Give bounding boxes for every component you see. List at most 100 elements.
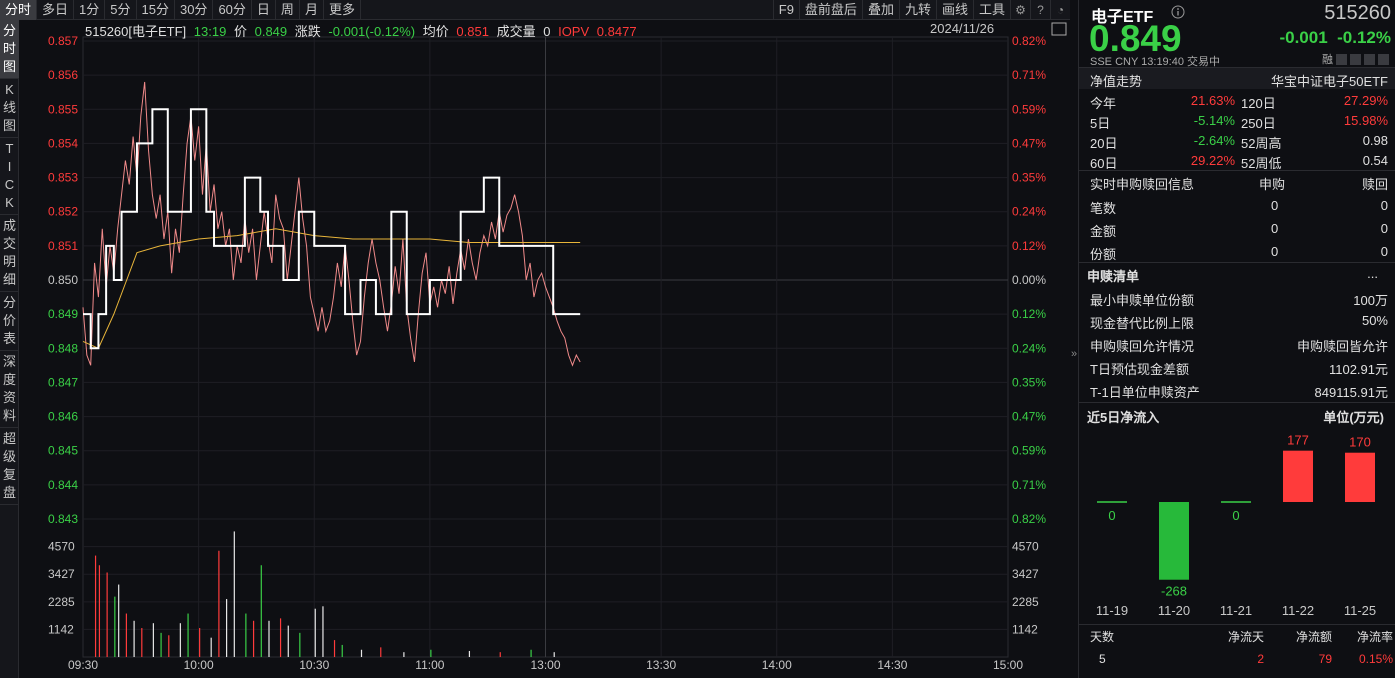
tab-10[interactable]: 更多 xyxy=(324,0,361,20)
tool-0[interactable]: F9 xyxy=(772,0,799,20)
perf-label: 52周高 xyxy=(1241,136,1282,151)
sidebar-item-5[interactable]: 深度资料 xyxy=(0,351,19,428)
divider xyxy=(1079,624,1395,625)
perf-label: 20日 xyxy=(1090,136,1118,151)
sidebar-item-4[interactable]: 分价表 xyxy=(0,292,19,351)
pct-tick-label: 0.24% xyxy=(1012,205,1046,219)
list-row: T-1日单位申赎资产 849115.91元 xyxy=(1079,379,1395,400)
tab-5[interactable]: 30分 xyxy=(175,0,214,20)
panel-change: -0.001 -0.12% xyxy=(1279,28,1391,48)
list-value: 50% xyxy=(1361,313,1388,328)
intraday-chart[interactable]: 0.857 0.82% 0.856 0.71% 0.855 0.59% 0.854 0.47%… xyxy=(0,0,1070,678)
sidebar-char: 线 xyxy=(2,100,16,115)
sidebar-char: I xyxy=(7,159,12,174)
vol-tick-label-right: 3427 xyxy=(1012,567,1039,581)
pct-tick-label: 0.59% xyxy=(1012,102,1046,116)
list-more[interactable]: ... xyxy=(1367,266,1378,281)
pct-tick-label: 0.47% xyxy=(1012,410,1046,424)
price-tick-label: 0.843 xyxy=(48,512,78,526)
avg-label: 均价 xyxy=(422,24,449,39)
sub-title: 实时申购赎回信息 xyxy=(1090,177,1195,192)
list-label: 申购赎回允许情况 xyxy=(1090,339,1195,354)
edit-icon[interactable] xyxy=(1336,53,1347,65)
sub-label: 金额 xyxy=(1090,224,1117,239)
tool-5[interactable]: 工具 xyxy=(972,0,1010,20)
perf-value: 0.54 xyxy=(1362,153,1388,168)
code-name: 515260[电子ETF] xyxy=(85,24,187,39)
sidebar-char: 图 xyxy=(2,59,16,74)
list-row: 申购赎回允许情况 申购赎回皆允许 xyxy=(1079,333,1395,354)
price-tick-label: 0.855 xyxy=(48,102,78,116)
list-row: T日预估现金差额 1102.91元 xyxy=(1079,356,1395,377)
flow-date-label: 11-25 xyxy=(1344,603,1376,618)
sidebar-item-6[interactable]: 超级复盘 xyxy=(0,428,19,505)
sidebar-item-3[interactable]: 成交明细 xyxy=(0,215,19,292)
tab-0[interactable]: 分时 xyxy=(0,0,38,20)
perf-value: -2.64% xyxy=(1193,133,1235,148)
pen-icon[interactable] xyxy=(1350,53,1361,65)
sidebar-char: 明 xyxy=(2,254,16,269)
bell-icon[interactable]: ◔ xyxy=(1050,0,1070,20)
tab-8[interactable]: 周 xyxy=(276,0,300,20)
avg-price-line xyxy=(82,228,581,349)
sub-value: 0 xyxy=(1380,198,1388,213)
help-icon[interactable]: ? xyxy=(1030,0,1050,20)
tool-4[interactable]: 画线 xyxy=(935,0,973,20)
panel-meta: SSE CNY 13:19:40 交易中 xyxy=(1090,56,1221,68)
period-toolbar: 分时 多日 1分 5分 15分 30分 60分日周月更多 xyxy=(0,0,1070,20)
flow-bar xyxy=(1159,502,1189,580)
sidebar-item-0[interactable]: 分时图 xyxy=(0,20,19,79)
tab-2[interactable]: 1分 xyxy=(74,0,106,20)
grid-icon[interactable] xyxy=(1378,53,1389,65)
sidebar-char: 交 xyxy=(2,236,16,251)
tab-3[interactable]: 5分 xyxy=(105,0,137,20)
nav-header: 净值走势 华宝中证电子50ETF xyxy=(1079,68,1395,89)
perf-label: 52周低 xyxy=(1241,156,1282,171)
sub-row: 份额 0 0 xyxy=(1079,241,1395,262)
flow-bar xyxy=(1283,450,1313,502)
stat-value: 2 xyxy=(1257,652,1264,666)
tool-3[interactable]: 九转 xyxy=(898,0,936,20)
sidebar-char: 分 xyxy=(2,23,16,38)
pct-tick-label: 0.35% xyxy=(1012,375,1046,389)
tool-2[interactable]: 叠加 xyxy=(861,0,899,20)
panel-name: 电子ETF xyxy=(1091,9,1154,26)
price-value: 0.849 xyxy=(254,24,288,39)
tab-9[interactable]: 月 xyxy=(300,0,324,20)
gear-icon[interactable]: ⚙ xyxy=(1010,0,1030,20)
flow-date-label: 11-20 xyxy=(1158,603,1190,618)
iopv-line xyxy=(82,81,581,367)
divider xyxy=(1079,262,1395,263)
tool-1[interactable]: 盘前盘后 xyxy=(798,0,862,20)
change-label: 涨跌 xyxy=(294,24,321,39)
pct-tick-label: 0.59% xyxy=(1012,444,1046,458)
stat-value: 0.15% xyxy=(1358,652,1393,666)
export-icon[interactable] xyxy=(1051,22,1067,36)
time-tick-label: 13:00 xyxy=(530,658,560,672)
flow-value-label: 177 xyxy=(1287,433,1309,448)
brush-icon[interactable] xyxy=(1364,53,1375,65)
price-tick-label: 0.850 xyxy=(48,273,78,287)
divider xyxy=(1079,402,1395,403)
tab-7[interactable]: 日 xyxy=(252,0,276,20)
sidebar-char: 复 xyxy=(2,467,16,482)
list-label: 最小申赎单位份额 xyxy=(1090,293,1195,308)
tab-6[interactable]: 60分 xyxy=(213,0,252,20)
pct-tick-label: 0.35% xyxy=(1012,171,1046,185)
vol-tick-label: 3427 xyxy=(48,567,75,581)
perf-value: 21.63% xyxy=(1190,93,1235,108)
sub-header: 实时申购赎回信息 申购 赎回 xyxy=(1079,171,1395,192)
sub-row: 笔数 0 0 xyxy=(1079,195,1395,216)
vol-value: 0 xyxy=(543,24,551,39)
tab-1[interactable]: 多日 xyxy=(37,0,75,20)
stat-header: 净流天 xyxy=(1227,630,1264,644)
expand-panel-icon[interactable]: » xyxy=(1071,348,1078,360)
vol-tick-label-right: 4570 xyxy=(1012,540,1039,554)
price-line xyxy=(83,108,581,350)
vol-tick-label: 2285 xyxy=(48,595,75,609)
pct-tick-label: 0.00% xyxy=(1012,273,1046,287)
info-icon[interactable] xyxy=(1171,5,1185,19)
tab-4[interactable]: 15分 xyxy=(137,0,175,20)
